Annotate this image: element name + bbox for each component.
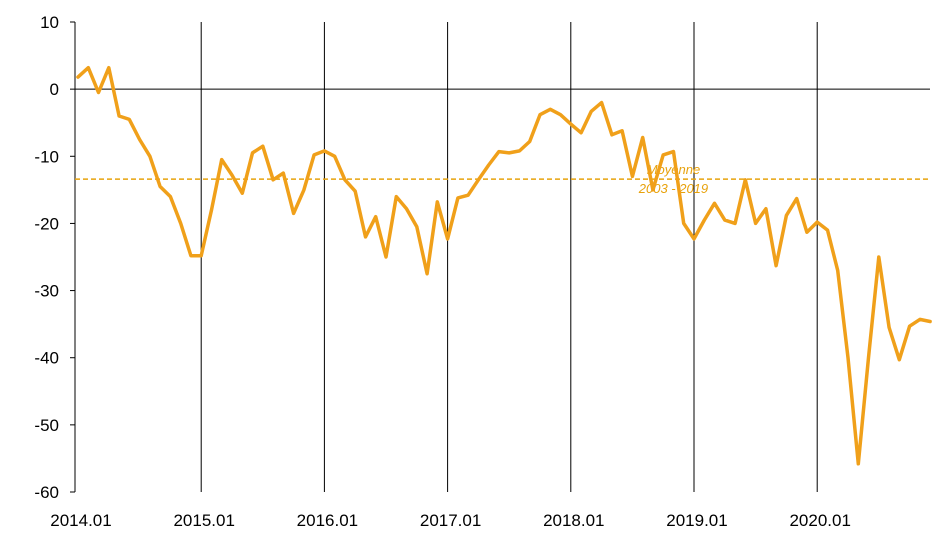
x-tick-labels: 2014.01 2015.01 2016.01 2017.01 2018.01 2019.… — [50, 511, 851, 530]
x-tick-label: 2020.01 — [789, 511, 850, 530]
y-tick-label: -50 — [34, 416, 59, 435]
y-tick-label: -30 — [34, 282, 59, 301]
series-line — [76, 65, 932, 466]
y-tick-label: 0 — [50, 80, 59, 99]
series-group — [76, 65, 932, 466]
y-tick-label: -40 — [34, 349, 59, 368]
x-tick-label: 2016.01 — [297, 511, 358, 530]
x-tick-label: 2014.01 — [50, 511, 111, 530]
y-tick-label: -60 — [34, 483, 59, 502]
y-tick-label: 10 — [40, 13, 59, 32]
x-tick-label: 2015.01 — [173, 511, 234, 530]
axes — [70, 21, 930, 493]
x-tick-label: 2019.01 — [666, 511, 727, 530]
average-line-group: Moyenne 2003 - 2019 — [75, 162, 930, 196]
vertical-gridlines — [200, 22, 818, 492]
x-tick-label: 2018.01 — [543, 511, 604, 530]
x-tick-label: 2017.01 — [420, 511, 481, 530]
y-tick-label: -20 — [34, 214, 59, 233]
average-label-line1: Moyenne — [647, 162, 700, 177]
average-label-line2: 2003 - 2019 — [638, 181, 708, 196]
y-tick-labels: 10 0 -10 -20 -30 -40 -50 -60 — [34, 13, 59, 502]
y-tick-label: -10 — [34, 147, 59, 166]
